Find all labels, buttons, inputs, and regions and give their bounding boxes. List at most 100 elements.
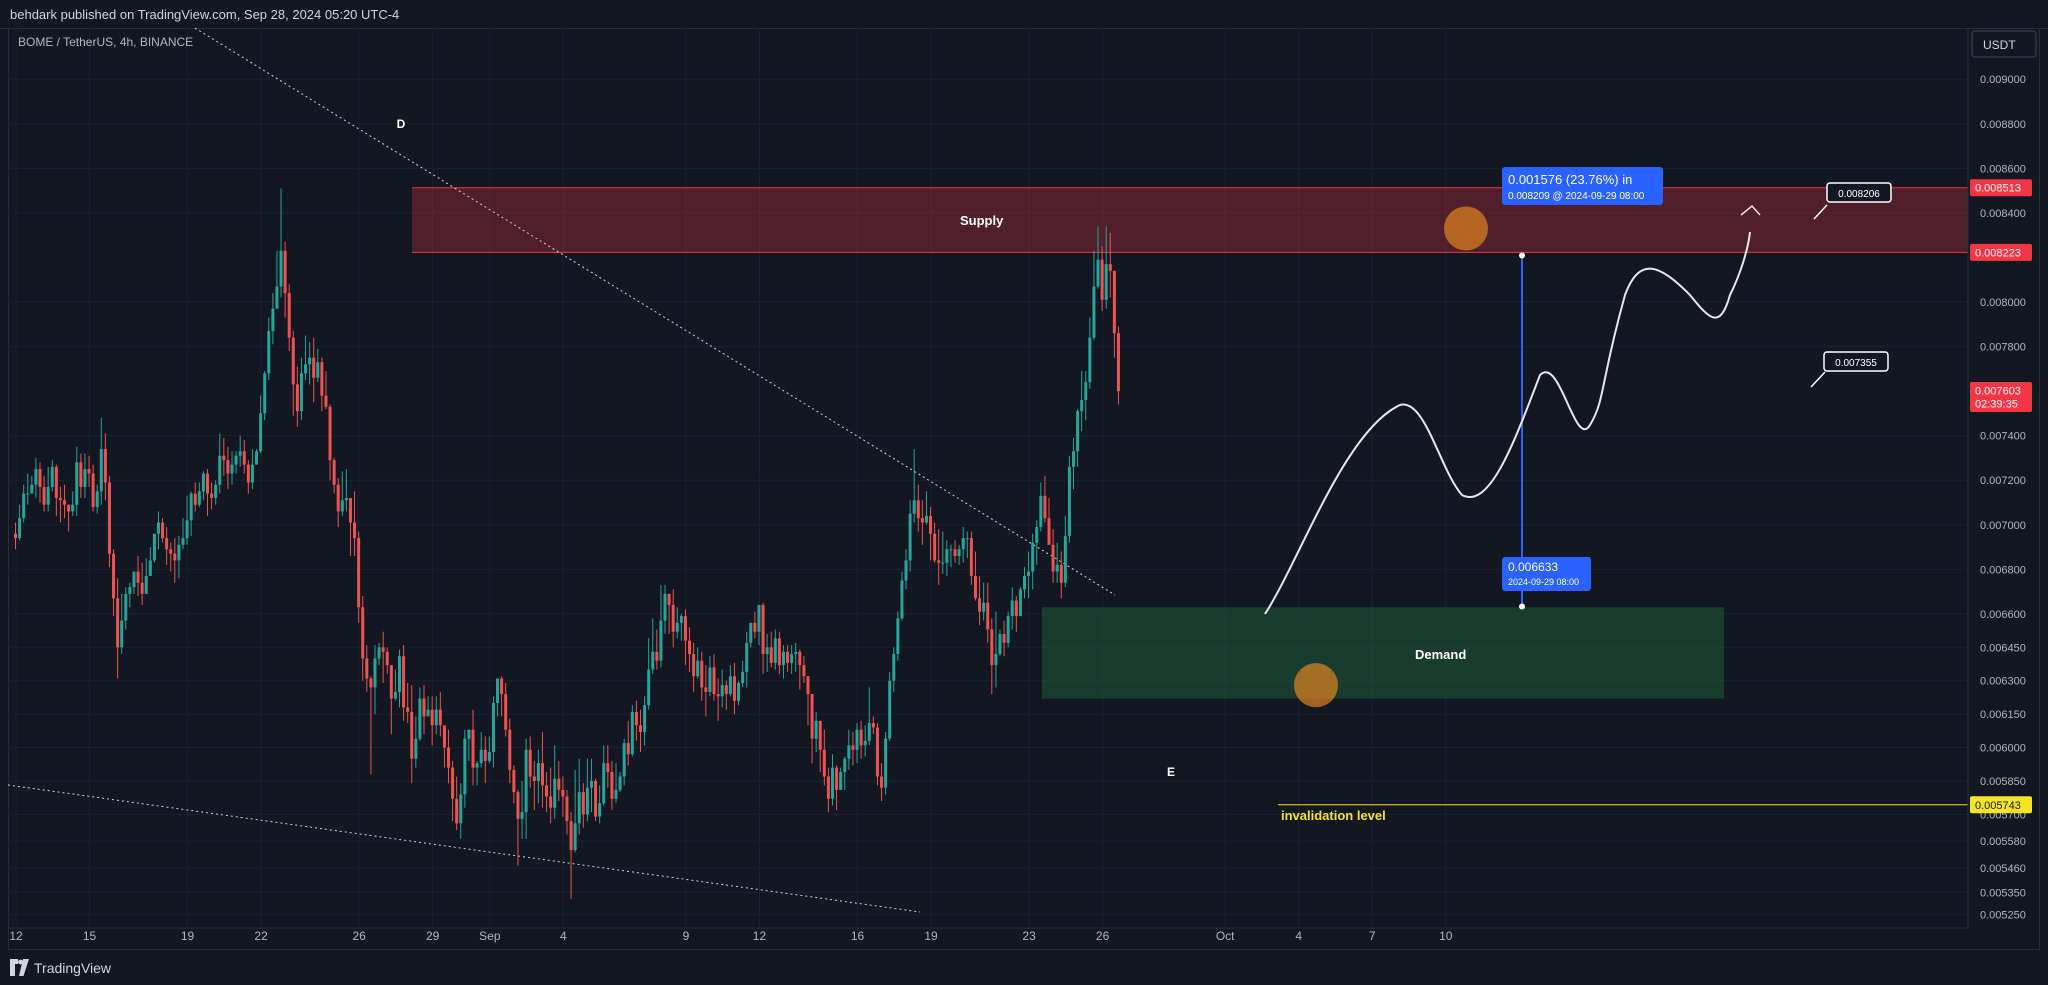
downtrend-line-lower[interactable]: [7, 784, 921, 913]
candle-body: [851, 745, 855, 750]
price-tick-label: 0.006600: [1980, 609, 2026, 621]
candle-body: [594, 780, 598, 817]
candle-body: [643, 705, 647, 732]
price-axis-badge-label: 0.008513: [1975, 183, 2021, 195]
candle-body: [1096, 259, 1100, 287]
candle-body: [900, 580, 904, 619]
candle-body: [622, 743, 626, 777]
candle-body: [949, 549, 953, 551]
candle-body: [973, 576, 977, 599]
time-tick-label: Oct: [1216, 929, 1235, 943]
price-axis-badge-label: 0.008223: [1975, 247, 2021, 259]
price-axis[interactable]: 0.009000 0.008800 0.008600 0.008400 0.008000…: [1967, 28, 2026, 928]
candle-body: [442, 725, 446, 748]
candle-body: [197, 491, 201, 505]
candle-body: [222, 455, 226, 461]
candle-body: [565, 796, 569, 822]
candle-body: [982, 602, 986, 612]
candle-body: [618, 776, 622, 790]
candle-body: [255, 451, 259, 465]
time-tick-label: 26: [1096, 929, 1110, 943]
candle-body: [369, 678, 373, 688]
candle-body: [545, 785, 549, 797]
candle-body: [304, 364, 308, 374]
candle-body: [165, 538, 169, 550]
time-tick-label: Sep: [479, 929, 501, 943]
candle-body: [271, 308, 275, 331]
price-axis-badge-label: 0.005743: [1975, 800, 2021, 812]
currency-button[interactable]: USDT: [1971, 30, 2037, 58]
candle-body: [95, 491, 99, 507]
time-tick-label: 19: [924, 929, 938, 943]
candle-body: [1063, 535, 1067, 583]
point-label-e: E: [1167, 765, 1175, 779]
candle-body: [569, 821, 573, 851]
candle-body: [630, 711, 634, 755]
candle-body: [491, 703, 495, 753]
candle-body: [777, 638, 781, 666]
candle-body: [610, 772, 614, 799]
candle-body: [483, 749, 487, 761]
price-tick-label: 0.006000: [1980, 743, 2026, 755]
candle-body: [1080, 400, 1084, 412]
candle-body: [965, 538, 969, 540]
measure-bottom-price-label: 0.006633: [1508, 560, 1558, 574]
candle-body: [1039, 495, 1043, 528]
candle-body: [116, 598, 120, 648]
candle-body: [859, 729, 863, 746]
candle-body: [540, 763, 544, 786]
candle-body: [1112, 270, 1116, 334]
candle-body: [1031, 542, 1035, 572]
candle-body: [875, 727, 879, 777]
candle-body: [353, 522, 357, 539]
candle-body: [843, 758, 847, 773]
candle-body: [410, 711, 414, 759]
time-tick-label: 16: [851, 929, 865, 943]
candle-body: [741, 671, 745, 683]
price-chart[interactable]: Supply Demand invalidation level D E 0.00157…: [0, 0, 2048, 950]
candle-body: [732, 676, 736, 701]
price-axis-badge: [1970, 381, 2032, 412]
candle-body: [634, 711, 638, 726]
candle-body: [144, 576, 148, 594]
candle-body: [287, 293, 291, 338]
price-axis-badge: [1970, 179, 2032, 197]
supply-zone[interactable]: [412, 187, 1968, 253]
candle-body: [724, 685, 728, 695]
candle-body: [773, 638, 777, 663]
time-axis[interactable]: 12 15 19 22 26 29 Sep 4 9 12 16 19 23 26 Oct 4 7 10: [8, 927, 1968, 943]
candle-body: [1022, 576, 1026, 590]
candle-body: [802, 665, 806, 677]
price-axis-badge-label: 0.007603: [1975, 385, 2021, 397]
point-label-d: D: [397, 117, 406, 131]
measure-handle-bottom[interactable]: [1519, 603, 1525, 610]
demand-zone[interactable]: [1042, 607, 1724, 699]
candle-body: [696, 660, 700, 677]
candle-body: [259, 413, 263, 452]
footer: TradingView: [0, 950, 2048, 985]
candle-body: [451, 767, 455, 799]
candle-body: [765, 647, 769, 654]
annotations-layer: D E 0.001576 (23.76%) in 0.008209 @ 2024-09…: [397, 117, 1892, 779]
candle-body: [961, 538, 965, 550]
candle-body: [826, 776, 830, 799]
candle-body: [1010, 600, 1014, 617]
downtrend-line-upper[interactable]: [194, 27, 1116, 596]
candle-body: [888, 680, 892, 739]
measure-bottom-box: [1502, 557, 1591, 591]
candle-body: [128, 587, 132, 594]
candle-body: [675, 622, 679, 632]
callout-box-upper[interactable]: [1826, 182, 1892, 203]
candle-body: [1116, 333, 1120, 392]
price-tick-label: 0.008000: [1980, 297, 2026, 309]
callout-box-lower[interactable]: [1823, 351, 1889, 372]
candle-body: [692, 653, 696, 677]
candle-body: [639, 725, 643, 732]
measure-handle-top[interactable]: [1519, 252, 1525, 259]
candle-body: [757, 604, 761, 632]
callout-label-upper: 0.008206: [1838, 189, 1880, 200]
candle-body: [479, 749, 483, 764]
candle-body: [700, 660, 704, 688]
projected-path[interactable]: [1264, 231, 1751, 615]
candle-body: [357, 538, 361, 608]
